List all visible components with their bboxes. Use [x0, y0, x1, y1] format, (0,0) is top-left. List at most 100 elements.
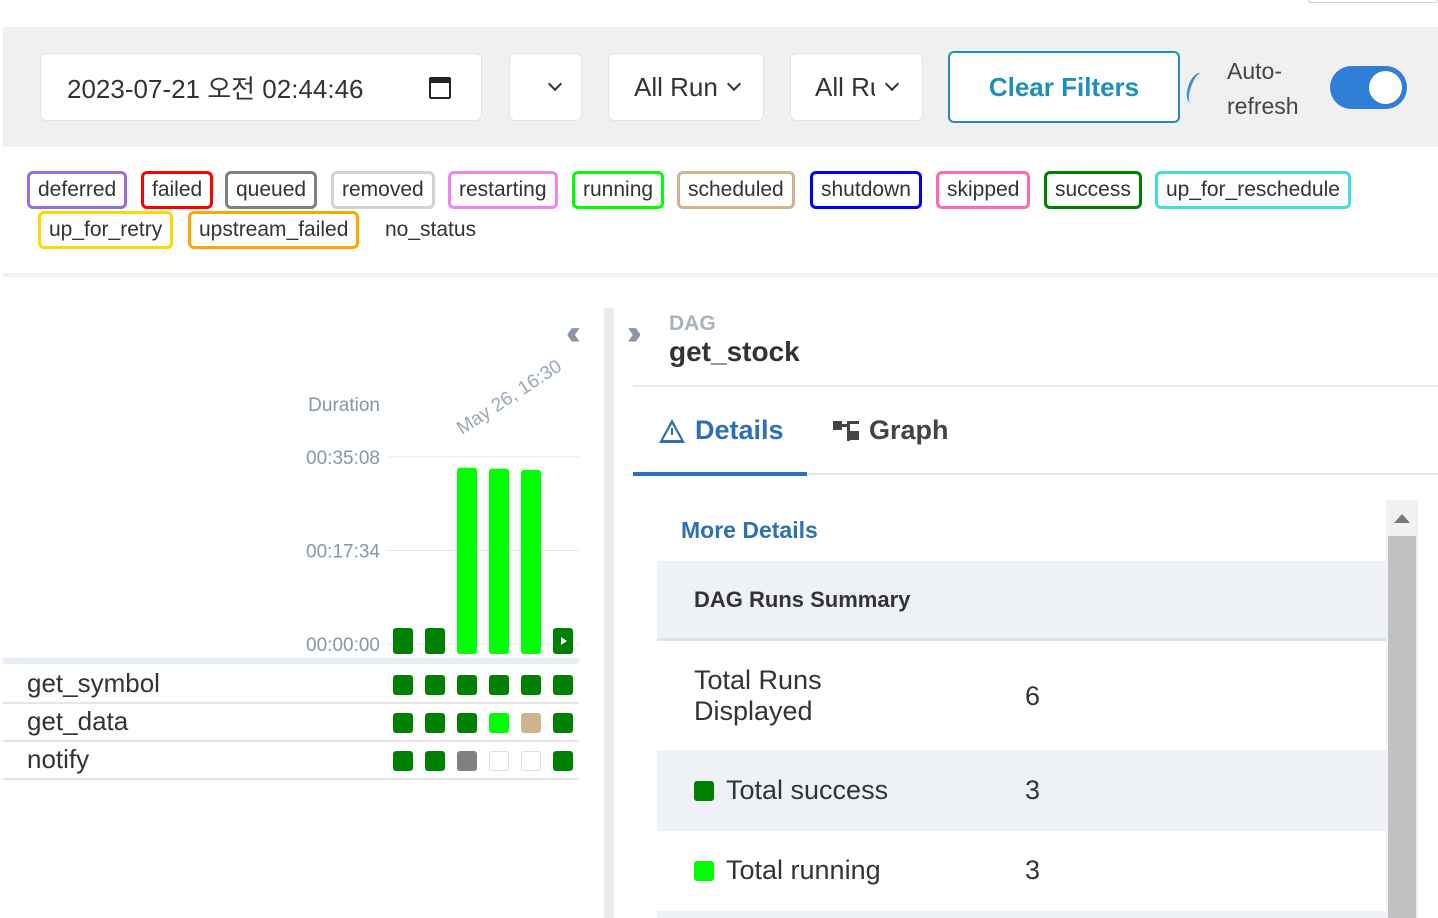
task-instance-cell[interactable]: [425, 713, 445, 733]
legend-queued[interactable]: queued: [225, 171, 318, 209]
dag-runs-summary-header: DAG Runs Summary: [657, 561, 1386, 641]
legend-upstream-failed[interactable]: upstream_failed: [188, 211, 360, 249]
task-instance-cell[interactable]: [553, 751, 573, 771]
run-type-select[interactable]: All Run Types: [608, 53, 764, 121]
tab-graph-label: Graph: [869, 415, 949, 445]
task-name[interactable]: get_data: [27, 706, 129, 736]
task-row-get-symbol[interactable]: get_symbol: [3, 666, 579, 704]
task-instance-cell[interactable]: [425, 751, 445, 771]
active-tab-indicator: [633, 472, 807, 476]
total-running-label: Total running: [694, 855, 881, 886]
duration-bar: [521, 469, 541, 654]
total-runs-label: Total Runs Displayed: [694, 665, 822, 727]
legend-up-for-reschedule[interactable]: up_for_reschedule: [1155, 171, 1351, 209]
scroll-thumb[interactable]: [1388, 536, 1416, 918]
dag-runs-summary-title: DAG Runs Summary: [694, 587, 911, 612]
tab-graph[interactable]: Graph: [833, 415, 949, 446]
chevron-down-icon: [884, 76, 900, 92]
chevron-down-icon: [726, 76, 742, 92]
toggle-knob: [1369, 71, 1402, 104]
tab-details[interactable]: Details: [659, 415, 784, 446]
task-instance-cell[interactable]: [457, 675, 477, 695]
header-divider: [633, 385, 1438, 387]
task-instance-cell[interactable]: [521, 713, 541, 733]
total-runs-value: 6: [1025, 681, 1041, 711]
base-date-input[interactable]: 2023-07-21 오전 02:44:46: [40, 53, 482, 121]
run-state-value: All Run States: [815, 71, 875, 102]
legend-shutdown[interactable]: shutdown: [810, 171, 922, 209]
total-running-value: 3: [1025, 855, 1041, 885]
total-runs-label-line1: Total Runs: [694, 665, 822, 695]
tab-details-label: Details: [695, 415, 784, 445]
task-instance-cell[interactable]: [393, 751, 413, 771]
task-name[interactable]: notify: [27, 744, 90, 774]
task-instance-cell[interactable]: [457, 713, 477, 733]
run-state-select[interactable]: All Run States: [790, 53, 923, 121]
duration-bar: [457, 467, 477, 654]
total-running-text: Total running: [726, 855, 881, 885]
scroll-up-icon[interactable]: [1394, 514, 1410, 523]
task-instance-cell[interactable]: [457, 751, 477, 771]
expand-panel-icon[interactable]: ››: [627, 314, 641, 352]
task-instance-cell[interactable]: [521, 675, 541, 695]
run-date-label: May 26, 16:30: [453, 356, 565, 439]
summary-row-total-running: Total running 3: [657, 831, 1386, 911]
total-runs-label-line2: Displayed: [694, 696, 813, 726]
play-icon: [561, 637, 567, 645]
task-instance-cell[interactable]: [553, 713, 573, 733]
task-instance-cell[interactable]: [393, 713, 413, 733]
clear-filters-button[interactable]: Clear Filters: [948, 51, 1180, 123]
warning-triangle-icon: [659, 418, 685, 443]
duration-bar: [489, 468, 509, 654]
total-success-text: Total success: [726, 775, 889, 805]
legend-success[interactable]: success: [1044, 171, 1142, 209]
success-swatch: [694, 780, 714, 801]
duration-chart: Duration 00:00:00 00:17:34 00:35:08 May 26, …: [3, 356, 579, 664]
dag-label: DAG: [669, 312, 716, 335]
running-swatch: [694, 860, 714, 881]
chart-baseline: [3, 658, 579, 664]
details-scrollbar[interactable]: [1386, 500, 1418, 918]
summary-row-total-success: Total success 3: [657, 750, 1386, 831]
legend-scheduled[interactable]: scheduled: [677, 171, 795, 209]
y-tick-label: 00:00:00: [306, 635, 380, 656]
legend-restarting[interactable]: restarting: [448, 171, 558, 209]
summary-row-total-runs: Total Runs Displayed 6: [657, 641, 1386, 750]
legend-failed[interactable]: failed: [141, 171, 214, 209]
panel-resize-handle[interactable]: [604, 308, 614, 918]
task-name[interactable]: get_symbol: [27, 668, 160, 698]
task-instance-cell[interactable]: [553, 675, 573, 695]
legend-removed[interactable]: removed: [331, 171, 435, 209]
duration-bar: [425, 628, 445, 654]
section-divider: [3, 273, 1438, 277]
auto-refresh-label-line2: refresh: [1227, 93, 1299, 119]
run-type-value: All Run Types: [634, 71, 717, 102]
auto-refresh-toggle[interactable]: [1330, 66, 1407, 109]
chevron-down-icon: [547, 76, 563, 92]
y-tick-label: 00:17:34: [306, 542, 380, 563]
num-runs-select[interactable]: [509, 53, 582, 121]
y-tick-label: 00:35:08: [306, 448, 380, 469]
task-row-get-data[interactable]: get_data: [3, 704, 579, 742]
summary-row-next: [657, 911, 1386, 918]
task-row-notify[interactable]: notify: [3, 742, 579, 780]
task-instance-cell[interactable]: [489, 675, 509, 695]
task-instance-cell[interactable]: [521, 751, 541, 771]
graph-icon: [833, 419, 859, 443]
top-edge: [1308, 0, 1438, 3]
tabs-baseline: [633, 473, 1438, 475]
legend-up-for-retry[interactable]: up_for_retry: [38, 211, 174, 249]
total-success-label: Total success: [694, 775, 888, 806]
legend-running[interactable]: running: [572, 171, 665, 209]
task-instance-cell[interactable]: [489, 751, 509, 771]
task-instance-cell[interactable]: [425, 675, 445, 695]
y-axis-label: Duration: [308, 395, 380, 416]
legend-no-status[interactable]: no_status: [374, 211, 488, 249]
task-instance-cell[interactable]: [393, 675, 413, 695]
auto-refresh-label: Auto- refresh: [1227, 54, 1299, 124]
legend-deferred[interactable]: deferred: [27, 171, 128, 209]
top-strip: [0, 0, 1438, 27]
legend-skipped[interactable]: skipped: [936, 171, 1031, 209]
task-instance-cell[interactable]: [489, 713, 509, 733]
calendar-icon[interactable]: [429, 77, 451, 99]
